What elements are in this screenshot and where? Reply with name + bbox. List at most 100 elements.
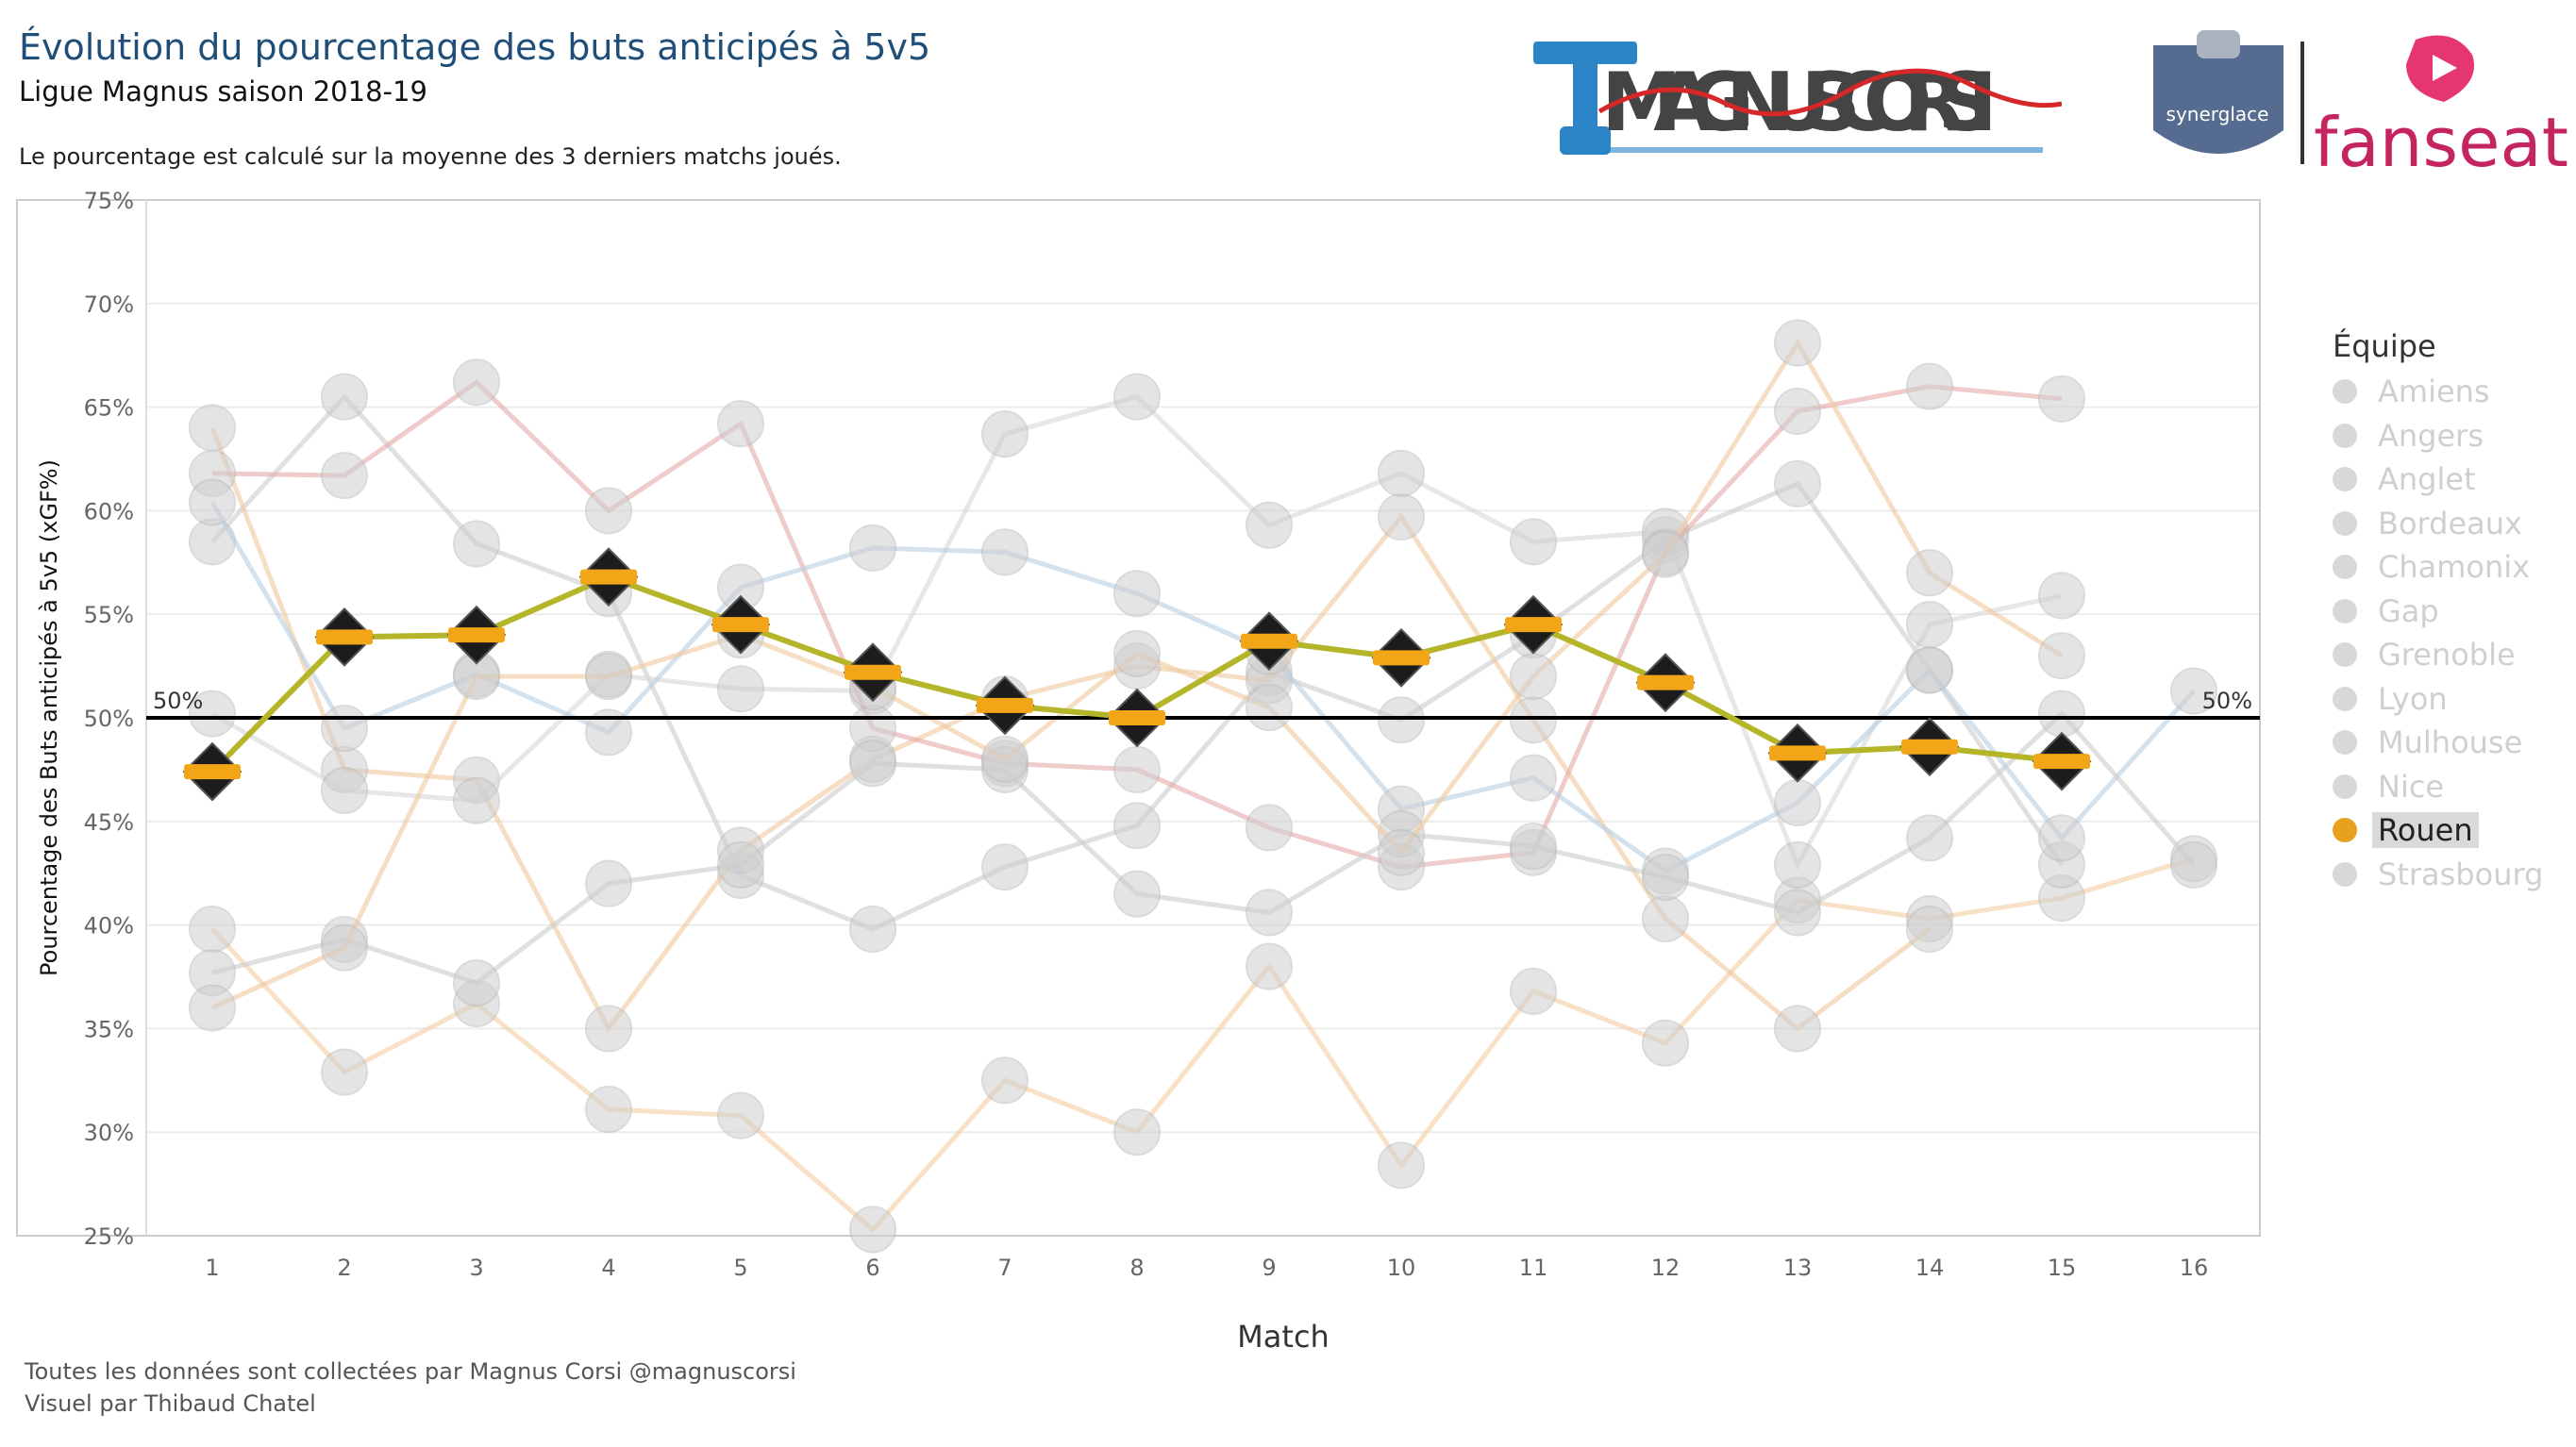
legend-item-grenoble[interactable]: Grenoble <box>2333 633 2568 677</box>
legend-item-label: Rouen <box>2372 812 2479 849</box>
x-tick-label: 8 <box>1129 1255 1144 1281</box>
series-point-amiens <box>981 843 1029 891</box>
legend-item-gap[interactable]: Gap <box>2333 590 2568 634</box>
series-point-chamonix <box>321 923 368 972</box>
series-point-mulhouse <box>1906 646 1953 694</box>
reference-label-right: 50% <box>2202 688 2252 714</box>
series-point-strasbourg <box>717 1091 764 1139</box>
team-logo-icon <box>2333 423 2357 448</box>
series-point-badge-rouen <box>1637 674 1694 690</box>
series-point-badge-rouen <box>1109 710 1165 725</box>
series-point-chamonix <box>1378 828 1425 876</box>
x-tick-label: 6 <box>865 1255 879 1281</box>
legend-item-anglet[interactable]: Anglet <box>2333 457 2568 502</box>
series-point-chamonix <box>981 735 1029 783</box>
series-point-badge-rouen <box>1241 633 1297 649</box>
series-point-chamonix <box>1113 629 1161 677</box>
x-tick-label: 15 <box>2048 1255 2077 1281</box>
legend-item-label: Mulhouse <box>2378 724 2523 761</box>
series-point-gap <box>1774 387 1821 435</box>
series-point-amiens <box>1774 459 1821 507</box>
team-logo-icon <box>2333 642 2357 668</box>
partner-logos: synerglace fanseat <box>2153 30 2568 177</box>
series-point-mulhouse <box>1510 754 1557 802</box>
series-point-badge-rouen <box>845 664 901 680</box>
footer-credit-data: Toutes les données sont collectées par M… <box>25 1358 796 1385</box>
series-point-mulhouse <box>189 478 236 526</box>
magnus-corsi-logo: MAGNUSCORSI <box>1533 42 2062 155</box>
team-logo-icon <box>2333 379 2357 405</box>
logo-bar-base <box>1560 126 1611 155</box>
series-point-badge-rouen <box>1901 739 1958 755</box>
x-tick-label: 4 <box>601 1255 615 1281</box>
series-point-badge-rouen <box>448 627 505 643</box>
y-tick-label: 50% <box>84 706 134 732</box>
series-point-amiens <box>321 373 368 421</box>
series-point-angers <box>1774 840 1821 889</box>
legend-item-bordeaux[interactable]: Bordeaux <box>2333 502 2568 546</box>
team-logo-icon <box>2333 467 2357 492</box>
legend-item-label: Amiens <box>2378 374 2490 410</box>
team-logo-icon <box>2333 686 2357 711</box>
series-point-grenoble <box>717 840 764 889</box>
legend-item-label: Nice <box>2378 768 2445 805</box>
legend-item-chamonix[interactable]: Chamonix <box>2333 545 2568 590</box>
series-point-anglet <box>1906 905 1953 953</box>
y-tick-label: 25% <box>84 1223 134 1250</box>
legend-item-angers[interactable]: Angers <box>2333 414 2568 458</box>
series-point-angers <box>321 766 368 814</box>
series-point-amiens <box>453 520 500 568</box>
series-point-mulhouse <box>1113 570 1161 618</box>
y-tick-label: 60% <box>84 498 134 524</box>
series-point-gap <box>321 452 368 500</box>
y-tick-label: 40% <box>84 913 134 940</box>
legend-item-nice[interactable]: Nice <box>2333 765 2568 809</box>
legend-item-label: Bordeaux <box>2378 505 2522 541</box>
logo-curve <box>1597 68 2062 117</box>
series-point-badge-rouen <box>2033 754 2090 770</box>
league-badge-text: synerglace <box>2166 103 2269 125</box>
series-point-angers <box>1113 373 1161 421</box>
series-point-gap <box>453 358 500 407</box>
team-logo-icon <box>2333 555 2357 580</box>
series-point-gap <box>2038 374 2085 423</box>
x-tick-label: 16 <box>2180 1255 2209 1281</box>
x-tick-label: 12 <box>1651 1255 1681 1281</box>
series-point-angers <box>2038 572 2085 620</box>
league-badge-shield <box>2153 45 2283 154</box>
series-point-mulhouse <box>2170 667 2217 715</box>
y-tick-label: 30% <box>84 1120 134 1146</box>
series-point-grenoble <box>1246 889 1293 937</box>
legend-item-rouen[interactable]: Rouen <box>2333 808 2568 853</box>
series-point-badge-rouen <box>712 617 769 633</box>
team-logo-icon <box>2333 861 2357 887</box>
series-point-anglet <box>1774 1005 1821 1053</box>
legend-item-amiens[interactable]: Amiens <box>2333 370 2568 414</box>
series-point-badge-rouen <box>1373 650 1430 666</box>
fanseat-wordmark: fanseat <box>2314 103 2568 177</box>
series-point-mulhouse <box>849 524 896 572</box>
series-point-angers <box>1378 449 1425 497</box>
y-tick-label: 55% <box>84 602 134 628</box>
legend-item-mulhouse[interactable]: Mulhouse <box>2333 721 2568 765</box>
series-point-grenoble <box>1113 870 1161 918</box>
legend-item-label: Grenoble <box>2378 637 2516 674</box>
series-point-chamonix <box>1246 684 1293 732</box>
series-point-badge-rouen <box>184 764 241 780</box>
logo-ticks <box>1609 147 2043 153</box>
y-tick-label: 65% <box>84 395 134 422</box>
y-tick-label: 35% <box>84 1016 134 1042</box>
x-tick-label: 7 <box>997 1255 1012 1281</box>
x-tick-label: 2 <box>337 1255 351 1281</box>
series-point-angers <box>1906 601 1953 649</box>
legend-item-lyon[interactable]: Lyon <box>2333 677 2568 722</box>
series-point-strasbourg <box>189 905 236 953</box>
series-line-strasbourg <box>210 856 2195 1233</box>
series-point-strasbourg <box>849 1206 896 1254</box>
series-point-grenoble <box>453 959 500 1007</box>
legend-item-strasbourg[interactable]: Strasbourg <box>2333 853 2568 897</box>
series-point-strasbourg <box>1113 1108 1161 1156</box>
series-point-chamonix <box>2038 632 2085 680</box>
series-point-gap <box>1906 362 1953 410</box>
league-badge-cup <box>2197 30 2240 58</box>
